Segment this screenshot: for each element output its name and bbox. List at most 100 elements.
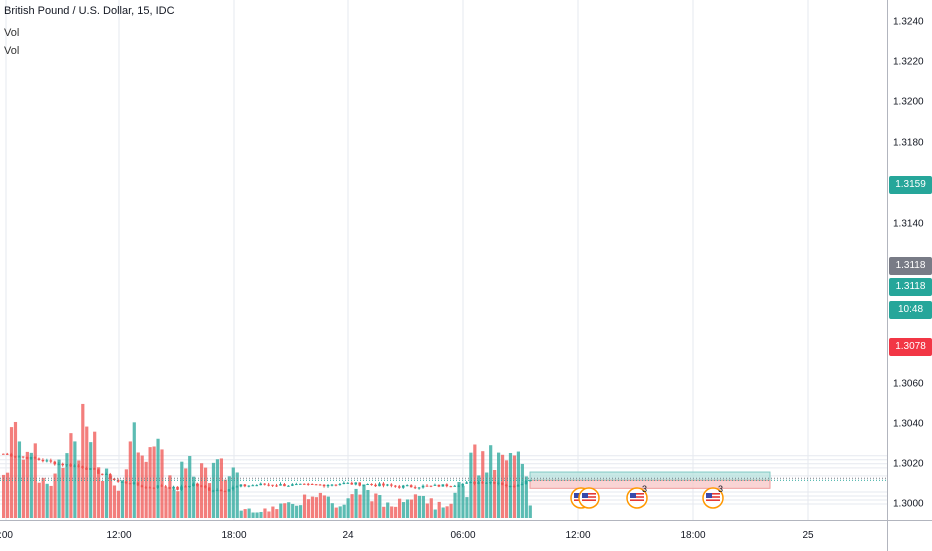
candle-body <box>338 484 342 486</box>
candle-body <box>306 483 310 485</box>
volume-bar <box>13 421 18 518</box>
time-tick: 18:00 <box>680 530 706 541</box>
candle-body <box>314 484 318 486</box>
volume-bar <box>465 497 469 518</box>
volume-bar <box>370 501 374 518</box>
candle-body <box>461 483 464 486</box>
volume-bar <box>291 503 295 518</box>
volume-bar <box>453 492 457 518</box>
candle-body <box>516 485 520 487</box>
volume-bar <box>386 502 390 518</box>
candle-body <box>2 453 5 455</box>
volume-legend-1[interactable]: Vol <box>4 27 20 39</box>
candle-body <box>176 486 179 490</box>
price-tick: 1.3240 <box>893 16 924 28</box>
candle-body <box>196 483 199 486</box>
symbol-legend[interactable]: British Pound / U.S. Dollar, 15, IDC <box>4 5 175 17</box>
candle-body <box>528 480 532 482</box>
price-chart[interactable]: British Pound / U.S. Dollar, 15, IDC Vol… <box>0 0 887 520</box>
volume-bar <box>524 476 528 518</box>
volume-legend-2[interactable]: Vol <box>4 45 20 57</box>
volume-bar <box>160 449 164 518</box>
candle-body <box>227 489 231 492</box>
volume-bar <box>398 498 402 518</box>
candle-body <box>346 482 350 484</box>
candle-body <box>366 484 369 486</box>
volume-bar <box>299 505 303 518</box>
candle-body <box>386 484 389 486</box>
volume-bar <box>485 472 489 518</box>
candle-body <box>136 482 140 486</box>
volume-bar <box>500 454 505 518</box>
candle-body <box>41 459 45 462</box>
volume-bar <box>239 510 243 518</box>
price-tick: 1.3000 <box>893 498 924 510</box>
time-tick: 12:00 <box>106 530 132 541</box>
volume-bar <box>156 438 160 518</box>
candle-body <box>469 481 472 483</box>
economic-event-2[interactable] <box>578 487 600 514</box>
candle-body <box>429 485 433 487</box>
candle-body <box>235 486 239 488</box>
volume-bar <box>120 480 124 518</box>
volume-bar <box>334 507 338 518</box>
volume-bar <box>93 431 97 518</box>
volume-bar <box>116 490 121 518</box>
volume-bar <box>358 494 362 518</box>
volume-bar <box>259 511 263 518</box>
candle-body <box>192 483 195 487</box>
candle-body <box>9 454 13 457</box>
time-axis[interactable]: :00 12:00 18:00 24 06:00 12:00 18:00 25 <box>0 520 887 551</box>
event-count: 3 <box>718 484 724 494</box>
volume-bar <box>318 492 322 518</box>
candle-body <box>489 482 492 484</box>
candle-body <box>211 490 215 492</box>
volume-bar <box>409 499 414 518</box>
volume-bar <box>279 503 283 518</box>
candle-body <box>500 482 504 485</box>
candle-body <box>112 478 116 481</box>
stop-price-label: 1.3078 <box>889 338 932 356</box>
volume-bar <box>184 468 188 518</box>
candle-body <box>77 465 80 467</box>
candle-body <box>370 484 373 486</box>
volume-bar <box>493 469 497 518</box>
volume-bar <box>29 452 33 518</box>
candle-body <box>73 465 76 467</box>
volume-bar <box>124 469 128 518</box>
candle-body <box>291 484 294 486</box>
candle-body <box>481 482 484 484</box>
event-count: 3 <box>642 484 648 494</box>
volume-bar <box>97 467 101 518</box>
candle-body <box>279 484 282 486</box>
volume-bar <box>196 483 200 518</box>
candle-body <box>61 463 64 466</box>
candle-body <box>449 486 453 488</box>
candle-body <box>37 458 41 460</box>
volume-bar <box>314 497 319 518</box>
volume-bar <box>132 422 136 518</box>
volume-bar <box>287 502 291 518</box>
bar-countdown-label: 10:48 <box>889 301 932 319</box>
candle-body <box>85 467 88 470</box>
economic-event-4[interactable]: 3 <box>702 484 724 514</box>
price-axis[interactable]: 1.3240 1.3220 1.3200 1.3180 1.3140 1.306… <box>887 0 932 520</box>
economic-event-3[interactable]: 3 <box>626 484 648 514</box>
volume-bar <box>53 473 57 518</box>
candle-body <box>49 460 53 462</box>
volume-bar <box>73 441 77 518</box>
candle-body <box>104 473 108 475</box>
us-flag-icon <box>578 487 600 509</box>
chart-canvas[interactable] <box>0 0 887 520</box>
volume-bar <box>302 494 307 518</box>
volume-bar <box>267 511 271 518</box>
candle-body <box>520 484 524 486</box>
volume-bar <box>520 463 524 518</box>
candle-body <box>29 456 33 459</box>
volume-bar <box>342 504 346 518</box>
volume-bar <box>247 508 251 518</box>
volume-bar <box>81 403 85 518</box>
volume-bar <box>61 467 65 518</box>
candle-body <box>275 485 278 487</box>
candle-body <box>81 466 84 468</box>
